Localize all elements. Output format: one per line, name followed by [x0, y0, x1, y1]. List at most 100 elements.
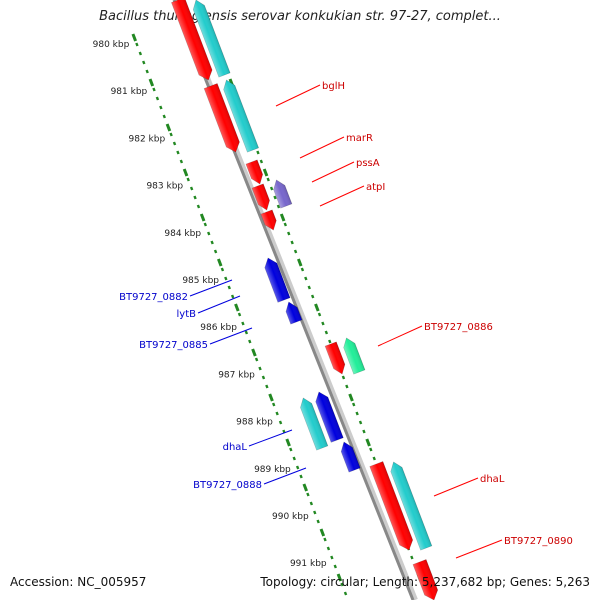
tick-mark-inner: [199, 213, 206, 222]
tick-mark-inner: [326, 546, 331, 551]
gene-label-reverse[interactable]: BT9727_0888: [193, 480, 262, 491]
tick-mark-inner: [295, 465, 300, 470]
tick-mark-inner: [220, 267, 225, 272]
gene-bglH[interactable]: [203, 83, 242, 155]
tick-mark-inner: [159, 105, 163, 110]
gene-label-forward[interactable]: pssA: [356, 158, 380, 169]
label-leader-forward: [299, 136, 345, 159]
scale-label: 988 kbp: [236, 418, 273, 428]
tick-mark-outer: [269, 186, 274, 191]
gene-cyan-2[interactable]: [221, 78, 259, 153]
tick-mark-inner: [278, 420, 283, 425]
tick-mark-outer: [293, 249, 298, 254]
gene-label-reverse[interactable]: lytB: [177, 309, 197, 320]
tick-mark-outer: [321, 321, 325, 326]
tick-mark-inner: [285, 438, 291, 447]
tick-mark-inner: [316, 519, 320, 524]
label-leader-forward: [377, 325, 423, 347]
gene-BT9727_0890[interactable]: [412, 559, 441, 600]
tick-mark-inner: [138, 51, 143, 56]
gene-label-forward[interactable]: dhaL: [480, 474, 505, 485]
tick-mark-outer: [256, 150, 260, 155]
scale-label: 980 kbp: [93, 40, 130, 50]
tick-mark-inner: [131, 33, 137, 42]
scale-label: 982 kbp: [129, 134, 166, 144]
tick-mark-inner: [217, 258, 223, 267]
gene-BT9727_0888[interactable]: [338, 440, 361, 473]
gene-lytB[interactable]: [283, 300, 303, 325]
tick-mark-inner: [145, 69, 149, 74]
tick-mark-inner: [343, 591, 348, 596]
gene-label-forward[interactable]: marR: [346, 133, 373, 144]
tick-mark-inner: [340, 582, 344, 587]
tick-mark-inner: [142, 60, 146, 65]
tick-mark-inner: [172, 141, 177, 146]
tick-mark-outer: [283, 222, 288, 227]
gene-marR[interactable]: [245, 159, 266, 186]
tick-mark-inner: [289, 447, 293, 452]
gene-labels: bglH marR pssA atpI BT9727_0886 dhaL BT9727_08…: [119, 81, 573, 559]
tick-mark-outer: [273, 195, 277, 200]
tick-mark-inner: [207, 231, 211, 236]
tick-mark-inner: [213, 249, 218, 254]
tick-mark-outer: [365, 438, 371, 447]
gene-cyan-rev[interactable]: [298, 396, 329, 451]
gene-label-forward[interactable]: bglH: [322, 81, 345, 92]
scale-labels: 980 kbp 981 kbp 982 kbp 983 kbp 984 kbp 985 k…: [93, 40, 327, 569]
label-leader-forward: [275, 84, 321, 107]
gene-bglH-part[interactable]: [171, 0, 214, 82]
gene-dhaL-rev[interactable]: [313, 390, 344, 443]
tick-mark-outer: [259, 159, 264, 164]
scale-label: 985 kbp: [182, 276, 219, 286]
gene-green[interactable]: [341, 336, 366, 375]
tick-mark-inner: [148, 78, 155, 87]
genome-summary-text: Topology: circular; Length: 5,237,682 bp…: [260, 575, 590, 589]
label-leader-forward: [319, 185, 365, 207]
tick-mark-outer: [352, 402, 356, 407]
gene-dhaL-fwd[interactable]: [369, 461, 416, 553]
gene-label-reverse[interactable]: BT9727_0885: [139, 340, 208, 351]
scale-label: 987 kbp: [218, 370, 255, 380]
scale-label: 990 kbp: [272, 512, 309, 522]
gene-pssA[interactable]: [251, 183, 272, 212]
tick-mark-outer: [372, 456, 376, 461]
gene-label-reverse[interactable]: dhaL: [223, 442, 248, 453]
tick-mark-inner: [309, 501, 314, 506]
tick-mark-inner: [336, 573, 343, 582]
tick-mark-outer: [317, 312, 322, 317]
tick-mark-outer: [297, 258, 303, 267]
tick-mark-outer: [410, 555, 414, 560]
tick-mark-inner: [169, 132, 173, 137]
label-leader-reverse: [197, 295, 241, 314]
gene-label-forward[interactable]: BT9727_0886: [424, 322, 493, 333]
scale-label: 991 kbp: [290, 559, 327, 569]
tick-mark-inner: [182, 168, 189, 177]
tick-mark-inner: [176, 150, 180, 155]
tick-mark-inner: [196, 204, 201, 209]
tick-track-inner: [131, 33, 348, 596]
feature-layer: [171, 0, 441, 600]
tick-mark-inner: [186, 177, 190, 182]
gene-label-forward[interactable]: BT9727_0890: [504, 536, 573, 547]
tick-mark-inner: [193, 195, 197, 200]
gene-BT9727_0886[interactable]: [324, 341, 348, 376]
tick-mark-inner: [203, 222, 208, 227]
gene-atpI[interactable]: [271, 178, 293, 209]
tick-mark-outer: [369, 447, 373, 452]
gene-cyan-1[interactable]: [190, 0, 231, 78]
scale-label: 986 kbp: [200, 323, 237, 333]
tick-mark-inner: [248, 339, 252, 344]
gene-BT9727_0882[interactable]: [262, 256, 291, 303]
tick-mark-outer: [310, 294, 315, 299]
tick-mark-inner: [313, 510, 317, 515]
gene-cyan-3[interactable]: [388, 460, 433, 551]
tick-mark-inner: [230, 294, 235, 299]
gene-label-reverse[interactable]: BT9727_0882: [119, 292, 188, 303]
gene-fwd-small[interactable]: [260, 209, 279, 232]
gene-label-forward[interactable]: atpI: [366, 182, 385, 193]
label-leader-reverse: [263, 467, 307, 485]
scale-label: 981 kbp: [111, 87, 148, 97]
label-leader-reverse: [189, 279, 233, 297]
tick-mark-outer: [341, 375, 346, 380]
